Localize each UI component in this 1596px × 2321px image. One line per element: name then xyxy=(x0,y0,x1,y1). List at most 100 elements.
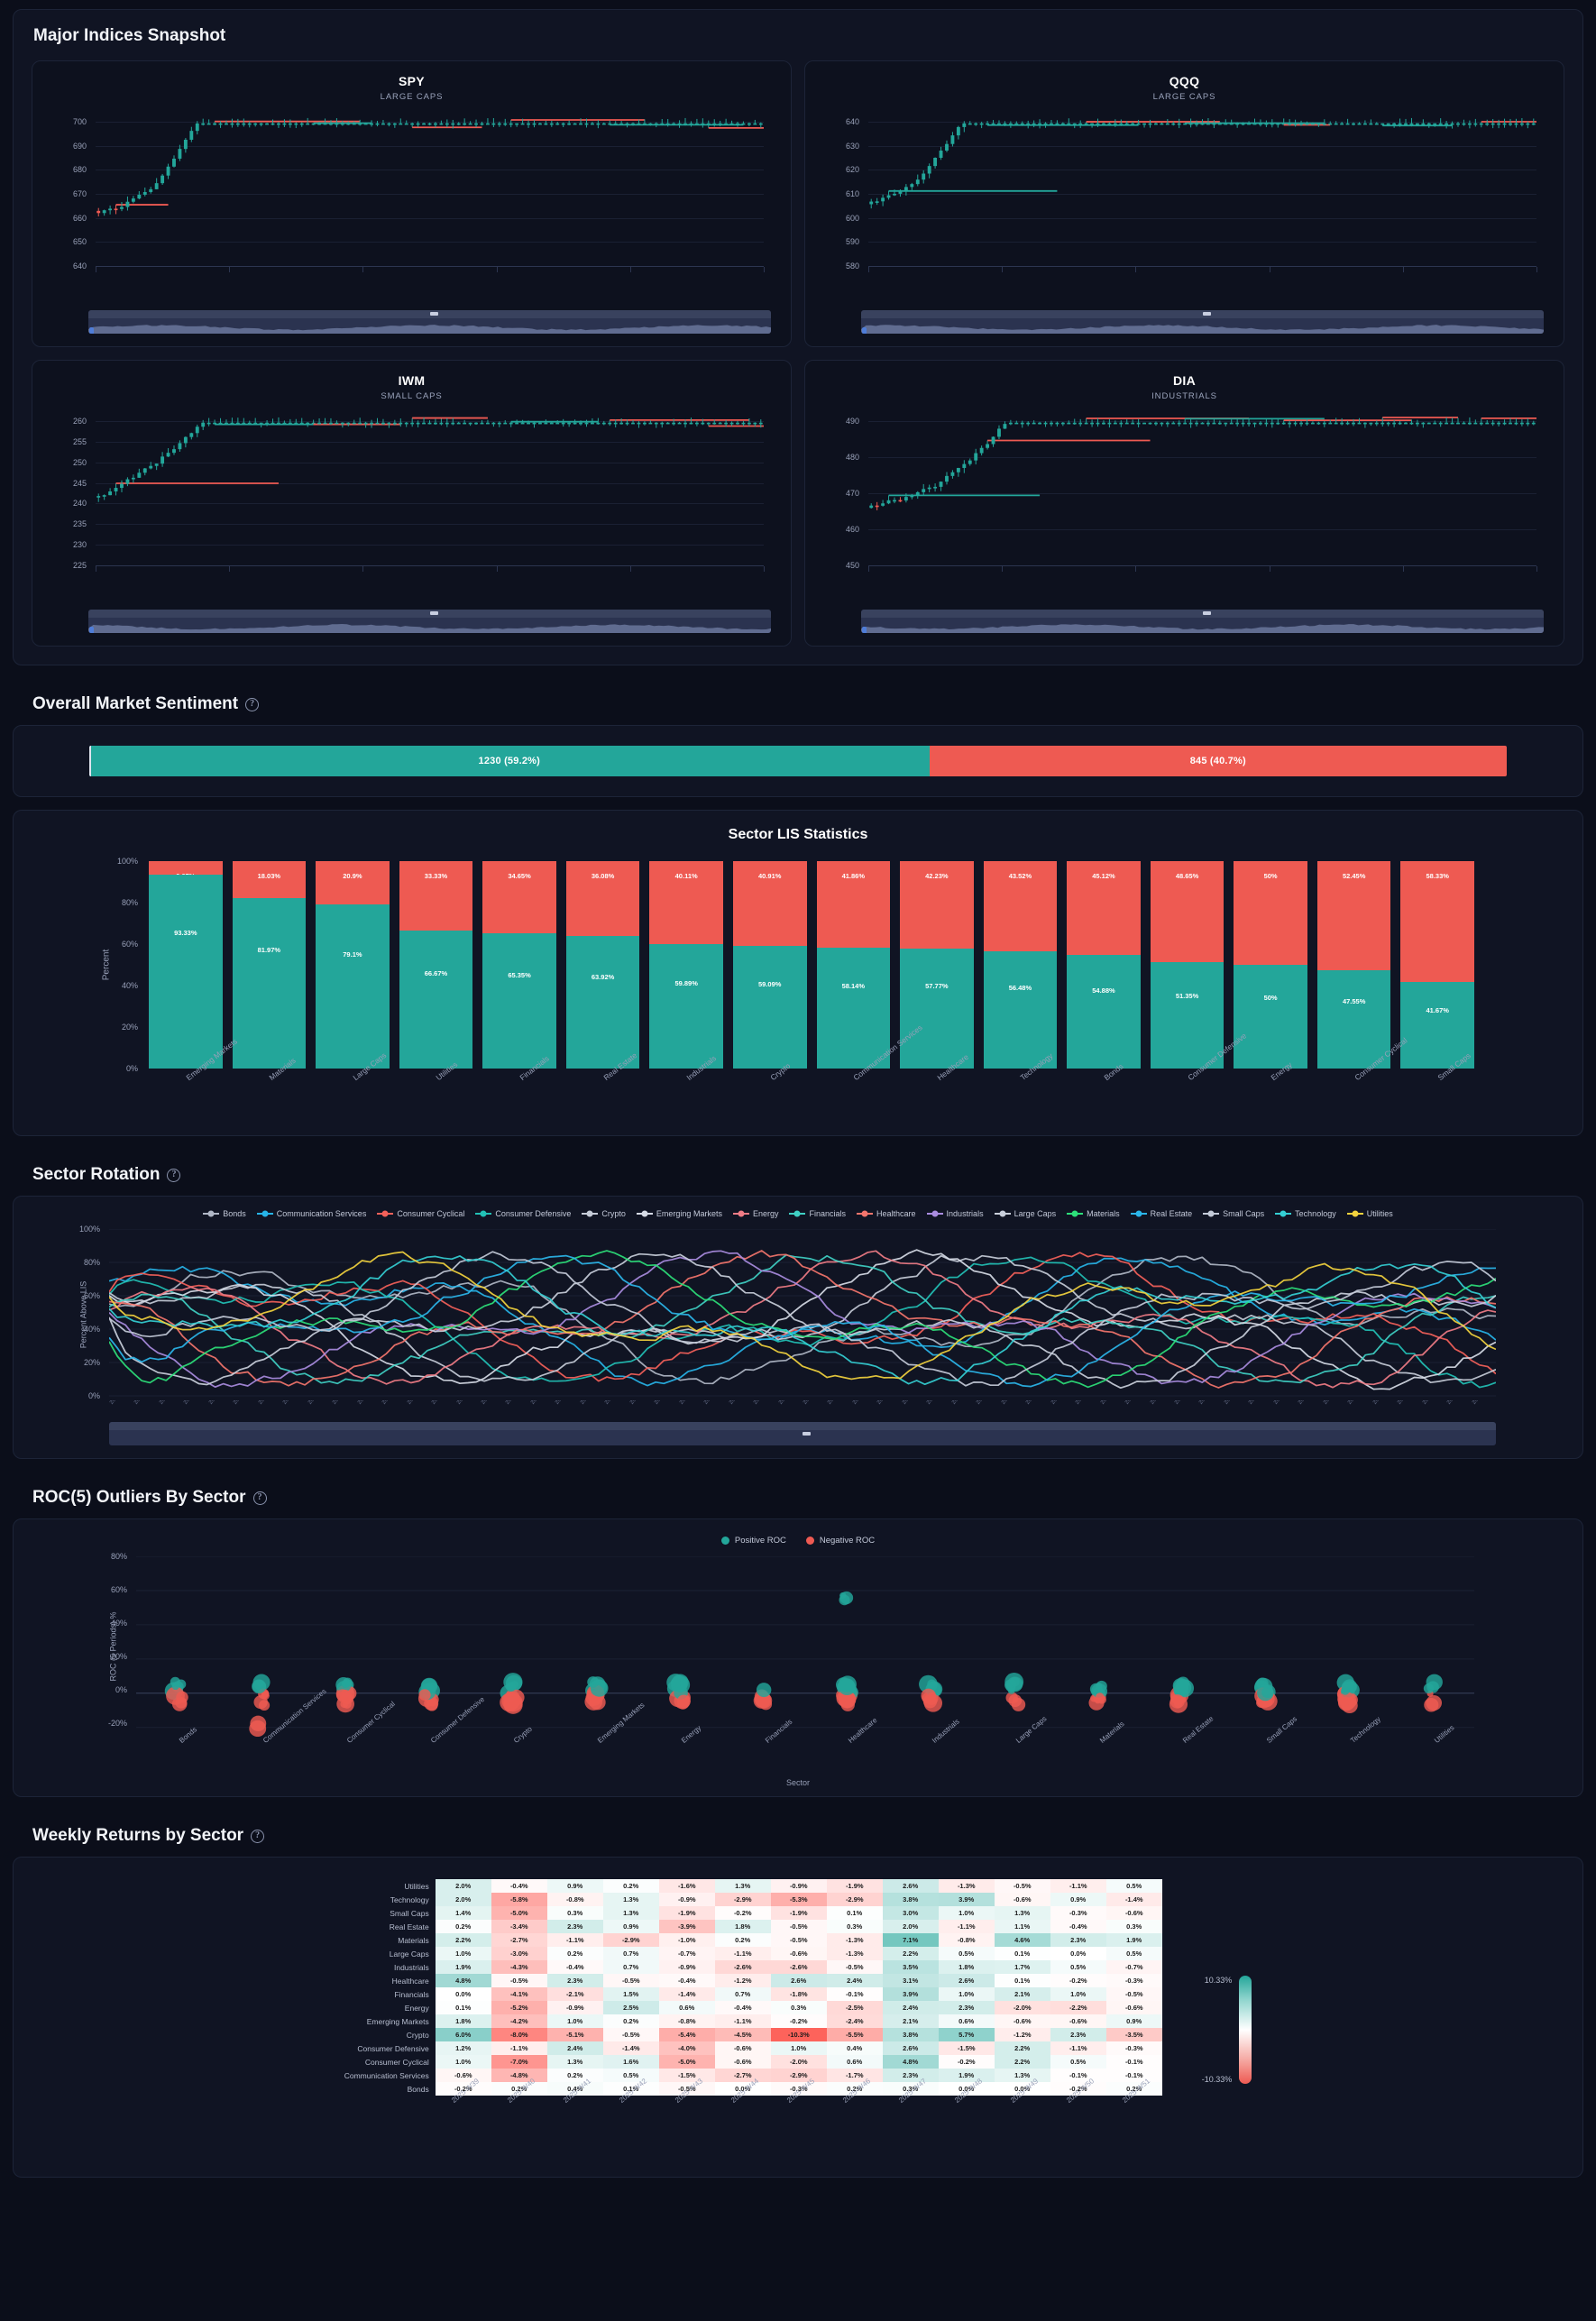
heatmap-cell[interactable]: -2.0% xyxy=(994,2001,1050,2014)
heatmap-cell[interactable]: -2.1% xyxy=(546,1987,603,2001)
scatter-point[interactable] xyxy=(1257,1684,1274,1702)
index-chart-spy[interactable]: SPY LARGE CAPS 700 690 680 670 660 650 640 xyxy=(32,60,792,347)
heatmap-cell[interactable]: 0.3% xyxy=(770,2001,827,2014)
heatmap-cell[interactable]: -1.4% xyxy=(602,2041,659,2055)
heatmap-cell[interactable]: -4.8% xyxy=(491,2069,547,2082)
legend-item[interactable]: Energy xyxy=(732,1209,778,1218)
bar-segment-below[interactable]: 36.08% xyxy=(565,861,640,936)
scatter-point[interactable] xyxy=(844,1702,851,1709)
heatmap-cell[interactable]: 3.9% xyxy=(938,1893,995,1906)
heatmap-cell[interactable]: 0.1% xyxy=(435,2001,491,2014)
heatmap-cell[interactable]: 2.0% xyxy=(882,1920,939,1933)
heatmap-cell[interactable]: -0.4% xyxy=(658,1974,715,1987)
heatmap-cell[interactable]: 1.0% xyxy=(435,1947,491,1960)
legend-item[interactable]: Financials xyxy=(789,1209,846,1218)
scatter-point[interactable] xyxy=(508,1689,525,1706)
heatmap-cell[interactable]: -1.7% xyxy=(826,2069,883,2082)
scatter-point[interactable] xyxy=(839,1591,854,1605)
scrollbar-handle-left[interactable] xyxy=(862,627,867,633)
scrollbar-thumb[interactable] xyxy=(861,318,1544,334)
bar-segment-above[interactable]: 47.55% xyxy=(1316,969,1391,1069)
heatmap-cell[interactable]: 3.8% xyxy=(882,1893,939,1906)
heatmap-cell[interactable]: -3.5% xyxy=(1105,2028,1162,2041)
heatmap-cell[interactable]: 0.5% xyxy=(1050,1960,1106,1974)
heatmap-cell[interactable]: 0.0% xyxy=(714,2082,771,2096)
help-icon[interactable]: ? xyxy=(167,1168,181,1182)
legend-item[interactable]: Healthcare xyxy=(857,1209,916,1218)
scatter-point[interactable] xyxy=(252,1679,267,1694)
heatmap-cell[interactable]: -0.5% xyxy=(770,1920,827,1933)
heatmap-cell[interactable]: -0.5% xyxy=(658,2082,715,2096)
bar-segment-below[interactable]: 42.23% xyxy=(900,861,974,950)
heatmap-cell[interactable]: -0.3% xyxy=(1105,2041,1162,2055)
scatter-point[interactable] xyxy=(676,1694,691,1708)
heatmap-cell[interactable]: -0.5% xyxy=(994,1879,1050,1893)
heatmap-cell[interactable]: -2.0% xyxy=(770,2055,827,2069)
scatter-point[interactable] xyxy=(1096,1680,1107,1692)
heatmap-cell[interactable]: -0.6% xyxy=(1105,2001,1162,2014)
heatmap-cell[interactable]: 1.6% xyxy=(602,2055,659,2069)
heatmap-cell[interactable]: -1.5% xyxy=(658,2069,715,2082)
bar-segment-above[interactable]: 66.67% xyxy=(399,930,473,1069)
heatmap-cell[interactable]: 0.6% xyxy=(826,2055,883,2069)
heatmap-cell[interactable]: 1.0% xyxy=(938,1906,995,1920)
scatter-point[interactable] xyxy=(756,1683,772,1698)
heatmap-cell[interactable]: 1.3% xyxy=(994,2069,1050,2082)
heatmap-cell[interactable]: 0.0% xyxy=(938,2082,995,2096)
heatmap-cell[interactable]: 0.1% xyxy=(602,2082,659,2096)
chart-range-scrollbar[interactable] xyxy=(88,610,771,633)
heatmap-cell[interactable]: 0.6% xyxy=(658,2001,715,2014)
heatmap-cell[interactable]: 1.8% xyxy=(435,2014,491,2028)
heatmap-cell[interactable]: -1.2% xyxy=(714,1974,771,1987)
scrollbar-grip[interactable] xyxy=(429,611,438,615)
heatmap-cell[interactable]: -0.7% xyxy=(658,1947,715,1960)
scrollbar-grip[interactable] xyxy=(1202,312,1211,316)
legend-item[interactable]: Small Caps xyxy=(1203,1209,1264,1218)
heatmap-cell[interactable]: 2.3% xyxy=(1050,1933,1106,1947)
legend-item[interactable]: Crypto xyxy=(582,1209,626,1218)
bar-segment-above[interactable]: 41.67% xyxy=(1400,982,1474,1069)
legend-item[interactable]: Positive ROC xyxy=(720,1536,786,1546)
heatmap-cell[interactable]: 4.6% xyxy=(994,1933,1050,1947)
heatmap-cell[interactable]: 0.2% xyxy=(602,2014,659,2028)
heatmap-cell[interactable]: -0.6% xyxy=(714,2055,771,2069)
bar-column[interactable]: 6.67% 93.33% xyxy=(149,861,223,1069)
heatmap-cell[interactable]: -5.0% xyxy=(491,1906,547,1920)
bar-column[interactable]: 33.33% 66.67% xyxy=(399,861,473,1069)
heatmap-cell[interactable]: 2.3% xyxy=(546,1974,603,1987)
bar-segment-below[interactable]: 58.33% xyxy=(1400,861,1474,983)
bar-segment-below[interactable]: 45.12% xyxy=(1067,861,1141,955)
heatmap-cell[interactable]: -4.3% xyxy=(491,1960,547,1974)
heatmap-cell[interactable]: 2.6% xyxy=(882,1879,939,1893)
heatmap-cell[interactable]: -7.0% xyxy=(491,2055,547,2069)
scatter-point[interactable] xyxy=(928,1692,937,1701)
bar-column[interactable]: 48.65% 51.35% xyxy=(1150,861,1225,1069)
bar-segment-above[interactable]: 93.33% xyxy=(149,875,223,1069)
scrollbar-track[interactable] xyxy=(88,610,771,618)
scrollbar-thumb[interactable] xyxy=(861,618,1544,633)
bar-column[interactable]: 58.33% 41.67% xyxy=(1400,861,1474,1069)
heatmap-cell[interactable]: 0.3% xyxy=(1105,1920,1162,1933)
heatmap-cell[interactable]: 1.3% xyxy=(546,2055,603,2069)
bar-segment-above[interactable]: 59.89% xyxy=(649,944,723,1069)
help-icon[interactable]: ? xyxy=(251,1829,265,1843)
scrollbar-handle-left[interactable] xyxy=(862,327,867,334)
bar-segment-above[interactable]: 54.88% xyxy=(1067,954,1141,1069)
heatmap-cell[interactable]: -0.9% xyxy=(658,1893,715,1906)
heatmap-cell[interactable]: -0.7% xyxy=(1105,1960,1162,1974)
heatmap-cell[interactable]: -0.4% xyxy=(491,1879,547,1893)
scatter-point[interactable] xyxy=(341,1679,351,1688)
heatmap-cell[interactable]: -0.8% xyxy=(938,1933,995,1947)
heatmap-cell[interactable]: 2.5% xyxy=(602,2001,659,2014)
heatmap-cell[interactable]: -0.5% xyxy=(602,1974,659,1987)
heatmap-cell[interactable]: -0.1% xyxy=(826,1987,883,2001)
heatmap-cell[interactable]: 0.2% xyxy=(602,1879,659,1893)
heatmap-cell[interactable]: 0.7% xyxy=(602,1960,659,1974)
heatmap-cell[interactable]: 0.5% xyxy=(1105,1947,1162,1960)
heatmap-cell[interactable]: -0.2% xyxy=(1050,2082,1106,2096)
heatmap-cell[interactable]: -0.9% xyxy=(546,2001,603,2014)
bar-segment-below[interactable]: 50% xyxy=(1234,861,1307,965)
scatter-point[interactable] xyxy=(590,1679,609,1697)
scatter-point[interactable] xyxy=(336,1689,349,1702)
heatmap-cell[interactable]: -10.3% xyxy=(770,2028,827,2041)
